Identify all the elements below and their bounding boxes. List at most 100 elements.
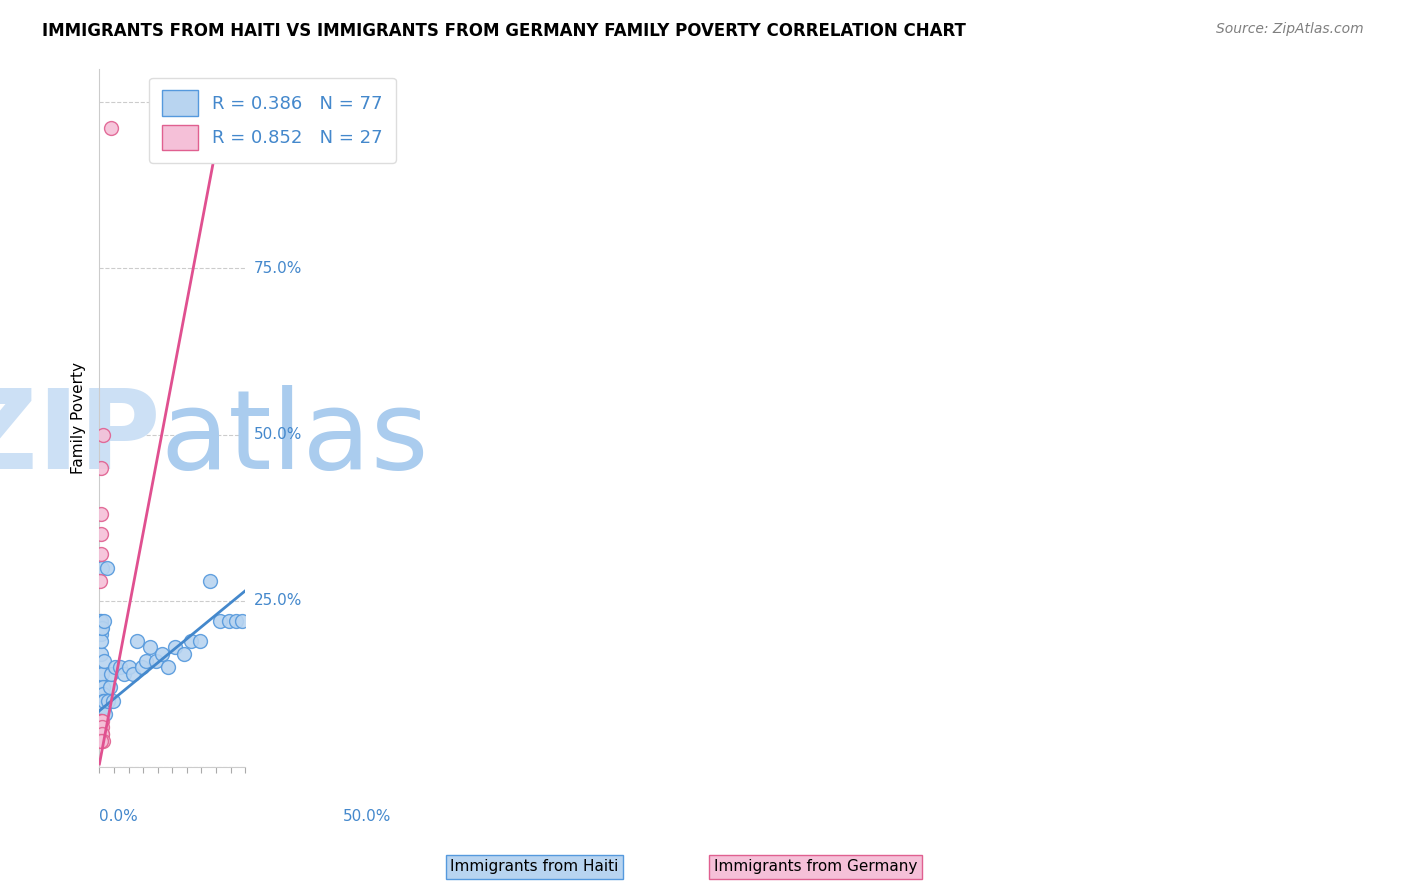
Point — [89, 706, 111, 721]
Text: 50.0%: 50.0% — [253, 427, 302, 442]
Point — [100, 667, 122, 681]
Text: Immigrants from Germany: Immigrants from Germany — [714, 859, 917, 874]
Point — [98, 681, 121, 695]
Point — [90, 706, 112, 721]
Point — [90, 727, 112, 741]
Point — [218, 614, 240, 628]
Point — [89, 720, 111, 734]
Point — [89, 681, 111, 695]
Point — [89, 714, 111, 728]
Point — [90, 720, 112, 734]
Point — [89, 706, 111, 721]
Point — [90, 667, 112, 681]
Point — [91, 694, 114, 708]
Point — [89, 727, 111, 741]
Point — [231, 614, 253, 628]
Point — [145, 654, 167, 668]
Point — [91, 694, 114, 708]
Point — [89, 727, 111, 741]
Point — [90, 694, 112, 708]
Point — [108, 660, 131, 674]
Point — [117, 660, 139, 674]
Point — [90, 706, 112, 721]
Text: Source: ZipAtlas.com: Source: ZipAtlas.com — [1216, 22, 1364, 37]
Point — [209, 614, 232, 628]
Point — [90, 547, 112, 561]
Point — [90, 527, 112, 541]
Text: 100.0%: 100.0% — [253, 95, 312, 110]
Point — [89, 714, 111, 728]
Point — [96, 560, 118, 574]
Point — [91, 687, 114, 701]
Point — [90, 508, 112, 522]
Point — [90, 700, 112, 714]
Point — [91, 700, 114, 714]
Point — [90, 694, 112, 708]
Point — [91, 667, 114, 681]
Legend: R = 0.386   N = 77, R = 0.852   N = 27: R = 0.386 N = 77, R = 0.852 N = 27 — [149, 78, 395, 163]
Text: 50.0%: 50.0% — [343, 809, 391, 824]
Point — [101, 694, 124, 708]
Point — [89, 727, 111, 741]
Text: 75.0%: 75.0% — [253, 260, 302, 276]
Point — [93, 700, 115, 714]
Point — [90, 733, 112, 747]
Point — [89, 733, 111, 747]
Point — [90, 681, 112, 695]
Point — [89, 714, 111, 728]
Point — [89, 694, 111, 708]
Point — [93, 654, 115, 668]
Text: IMMIGRANTS FROM HAITI VS IMMIGRANTS FROM GERMANY FAMILY POVERTY CORRELATION CHAR: IMMIGRANTS FROM HAITI VS IMMIGRANTS FROM… — [42, 22, 966, 40]
Text: 25.0%: 25.0% — [253, 593, 302, 608]
Point — [90, 714, 112, 728]
Point — [89, 700, 111, 714]
Text: Immigrants from Haiti: Immigrants from Haiti — [450, 859, 619, 874]
Point — [135, 654, 157, 668]
Point — [91, 620, 114, 634]
Point — [112, 667, 135, 681]
Point — [90, 614, 112, 628]
Point — [90, 700, 112, 714]
Point — [104, 660, 127, 674]
Point — [131, 660, 153, 674]
Y-axis label: Family Poverty: Family Poverty — [72, 362, 86, 474]
Point — [89, 694, 111, 708]
Point — [89, 720, 111, 734]
Point — [90, 687, 112, 701]
Point — [198, 574, 221, 588]
Point — [225, 614, 247, 628]
Point — [91, 727, 114, 741]
Point — [90, 727, 112, 741]
Point — [90, 460, 112, 475]
Point — [89, 687, 111, 701]
Point — [91, 720, 114, 734]
Point — [90, 627, 112, 641]
Point — [122, 667, 145, 681]
Point — [150, 647, 173, 661]
Point — [89, 700, 111, 714]
Point — [165, 640, 187, 655]
Point — [90, 700, 112, 714]
Point — [156, 660, 179, 674]
Text: atlas: atlas — [160, 385, 429, 492]
Point — [90, 687, 112, 701]
Point — [89, 720, 111, 734]
Point — [93, 694, 115, 708]
Point — [93, 614, 115, 628]
Point — [90, 720, 112, 734]
Point — [91, 427, 114, 442]
Point — [89, 706, 111, 721]
Point — [90, 620, 112, 634]
Text: 0.0%: 0.0% — [100, 809, 138, 824]
Point — [97, 694, 120, 708]
Point — [100, 121, 122, 136]
Point — [89, 614, 111, 628]
Point — [139, 640, 162, 655]
Point — [90, 727, 112, 741]
Point — [89, 687, 111, 701]
Point — [90, 700, 112, 714]
Point — [91, 733, 114, 747]
Point — [91, 681, 114, 695]
Point — [90, 714, 112, 728]
Point — [127, 633, 149, 648]
